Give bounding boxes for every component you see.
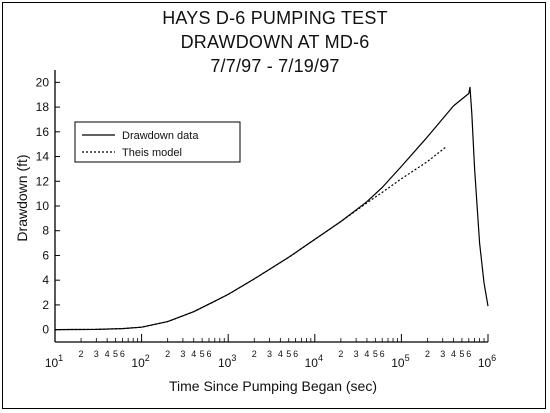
- x-minor-tick-label: 6: [380, 349, 385, 359]
- y-tick-label: 10: [36, 199, 50, 213]
- x-minor-tick-label: 6: [466, 349, 471, 359]
- legend-label-theis-model: Theis model: [122, 147, 182, 159]
- x-minor-tick-label: 6: [293, 349, 298, 359]
- x-minor-tick-label: 3: [267, 349, 272, 359]
- x-minor-tick-label: 5: [459, 349, 464, 359]
- y-axis-label: Drawdown (ft): [14, 154, 30, 241]
- x-minor-tick-label: 5: [373, 349, 378, 359]
- legend-label-drawdown-data: Drawdown data: [122, 130, 199, 142]
- x-major-tick-label: 106: [478, 353, 496, 370]
- x-minor-tick-label: 4: [191, 349, 196, 359]
- x-major-tick-label: 105: [391, 353, 409, 370]
- series-theis-model: [54, 146, 447, 331]
- legend-box: [74, 121, 241, 163]
- chart-title-line-3: 7/7/97 - 7/19/97: [210, 56, 340, 76]
- x-minor-tick-label: 4: [278, 349, 283, 359]
- x-major-tick-label: 103: [218, 353, 236, 370]
- x-minor-tick-label: 2: [338, 349, 343, 359]
- x-minor-tick-label: 5: [200, 349, 205, 359]
- y-tick-label: 8: [42, 224, 49, 238]
- x-minor-tick-label: 3: [440, 349, 445, 359]
- y-tick-label: 0: [42, 323, 49, 337]
- y-tick-label: 18: [36, 100, 50, 114]
- y-tick-label: 4: [42, 273, 49, 287]
- x-minor-tick-label: 5: [286, 349, 291, 359]
- y-tick-label: 20: [36, 75, 50, 89]
- x-axis-label: Time Since Pumping Began (sec): [169, 378, 377, 394]
- x-minor-tick-label: 3: [180, 349, 185, 359]
- x-minor-tick-label: 6: [206, 349, 211, 359]
- x-minor-tick-label: 4: [451, 349, 456, 359]
- x-minor-tick-label: 4: [364, 349, 369, 359]
- y-tick-label: 14: [36, 150, 50, 164]
- x-minor-tick-label: 6: [120, 349, 125, 359]
- x-minor-tick-label: 3: [354, 349, 359, 359]
- x-minor-tick-label: 4: [105, 349, 110, 359]
- x-major-tick-label: 104: [305, 353, 323, 370]
- x-major-tick-label: 102: [131, 353, 149, 370]
- x-minor-tick-label: 5: [113, 349, 118, 359]
- y-tick-label: 12: [36, 174, 50, 188]
- y-tick-label: 6: [42, 248, 49, 262]
- x-minor-tick-label: 2: [252, 349, 257, 359]
- x-minor-tick-label: 2: [79, 349, 84, 359]
- chart-frame: [2, 2, 546, 409]
- legend: Drawdown data Theis model: [74, 121, 241, 163]
- y-tick-label: 16: [36, 125, 50, 139]
- x-major-tick-label: 101: [45, 353, 63, 370]
- x-minor-tick-label: 2: [425, 349, 430, 359]
- x-minor-tick-label: 2: [165, 349, 170, 359]
- chart-title-line-2: DRAWDOWN AT MD-6: [180, 32, 370, 52]
- chart-title-line-1: HAYS D-6 PUMPING TEST: [162, 8, 388, 28]
- y-tick-label: 2: [42, 298, 49, 312]
- x-minor-tick-label: 3: [94, 349, 99, 359]
- series-layer: [54, 86, 489, 331]
